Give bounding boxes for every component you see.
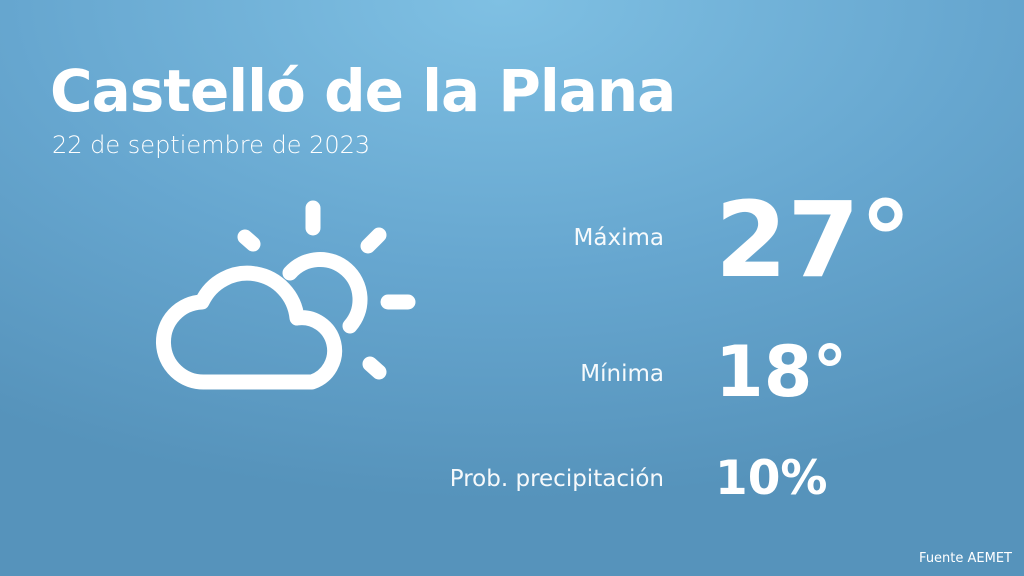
source-footer: Fuente AEMET bbox=[919, 551, 1012, 566]
max-value: 27° bbox=[715, 179, 912, 301]
max-label: Máxima bbox=[573, 225, 664, 251]
precip-label: Prob. precipitación bbox=[449, 466, 664, 492]
min-value: 18° bbox=[715, 331, 848, 413]
precip-value: 10% bbox=[715, 451, 828, 506]
city-title: Castelló de la Plana bbox=[50, 57, 676, 125]
date-subtitle: 22 de septiembre de 2023 bbox=[52, 131, 371, 159]
min-label: Mínima bbox=[580, 361, 664, 387]
